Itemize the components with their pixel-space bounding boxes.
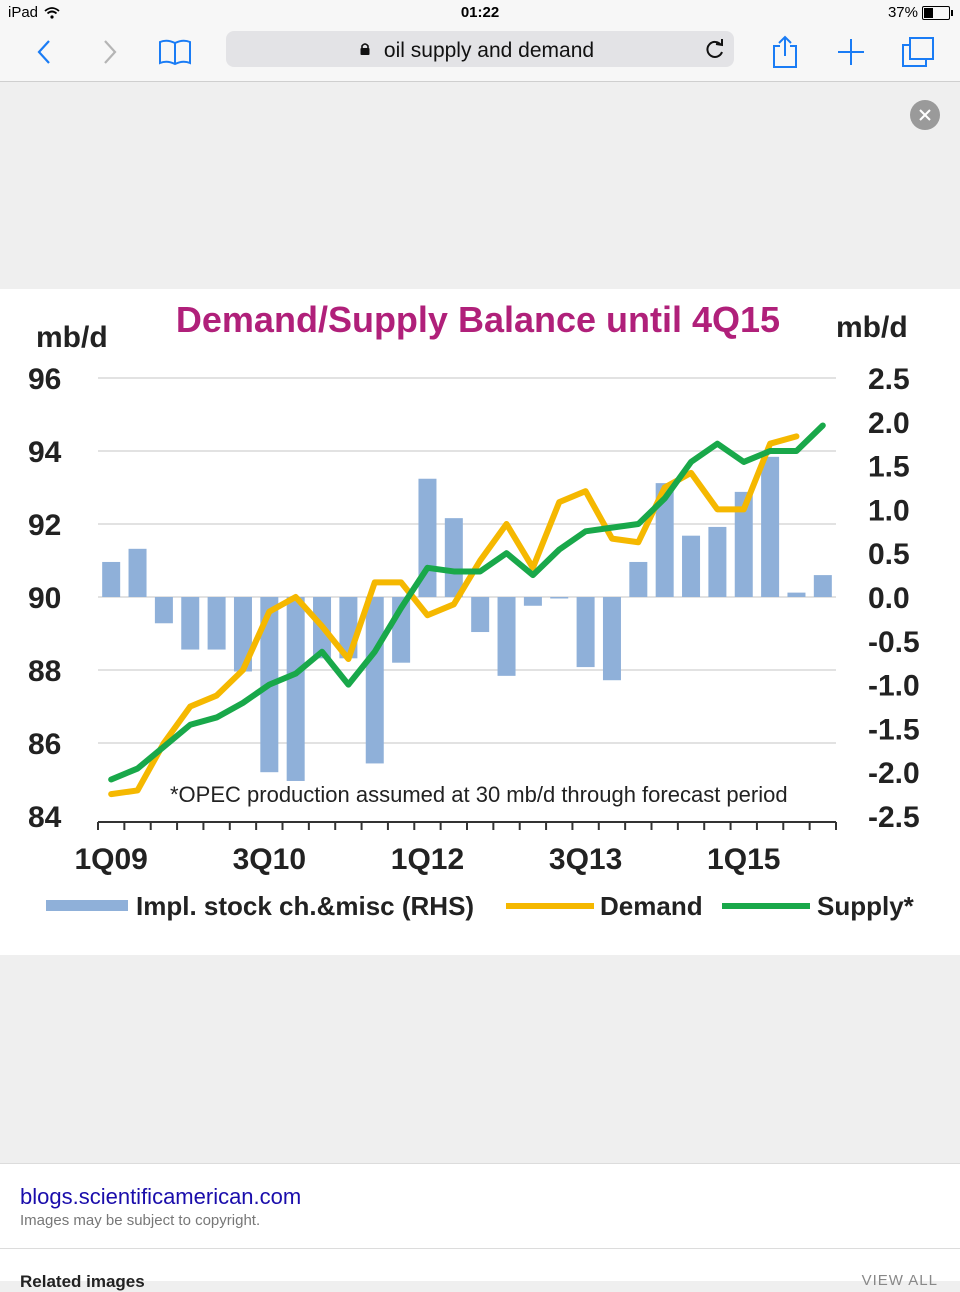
- wifi-icon: [44, 6, 60, 19]
- plus-icon: [838, 39, 864, 65]
- x-tick-label: 3Q13: [549, 843, 622, 876]
- device-label: iPad: [8, 4, 39, 21]
- bar: [523, 597, 542, 606]
- y2-tick-label: 1.0: [868, 494, 910, 527]
- chevron-left-icon: [37, 40, 50, 64]
- bar: [708, 526, 727, 597]
- bar: [602, 597, 621, 681]
- close-button[interactable]: [910, 100, 940, 130]
- y-tick-label: 96: [28, 363, 61, 396]
- y2-tick-label: 0.0: [868, 582, 910, 615]
- copyright-note: Images may be subject to copyright.: [20, 1212, 261, 1229]
- share-button[interactable]: [765, 34, 805, 70]
- y2-tick-label: -2.0: [868, 757, 920, 790]
- url-text: oil supply and demand: [383, 39, 595, 62]
- chart: Demand/Supply Balance until 4Q15 mb/d mb…: [28, 299, 920, 921]
- y-tick-label: 90: [28, 582, 61, 615]
- y-tick-label: 92: [28, 509, 61, 542]
- bar: [471, 597, 490, 633]
- legend-swatch: [46, 900, 128, 911]
- reload-icon[interactable]: [704, 37, 726, 61]
- clock: 01:22: [460, 4, 500, 21]
- y2-tick-label: -1.5: [868, 713, 920, 746]
- x-tick-label: 1Q15: [707, 843, 780, 876]
- bar: [682, 535, 701, 597]
- new-tab-button[interactable]: [831, 34, 871, 70]
- tabs-button[interactable]: [898, 34, 938, 70]
- y-tick-label: 88: [28, 655, 61, 688]
- y-tick-label: 84: [28, 801, 62, 834]
- image-source-panel: blogs.scientificamerican.com Images may …: [0, 1163, 960, 1291]
- y2-tick-label: 1.5: [868, 451, 910, 484]
- battery-icon: [922, 5, 953, 20]
- bar: [128, 548, 147, 597]
- bar: [181, 597, 200, 650]
- lock-icon: [360, 43, 370, 55]
- bar: [444, 518, 463, 597]
- y2-tick-label: -1.0: [868, 670, 920, 703]
- y2-tick-label: 2.0: [868, 407, 910, 440]
- forward-button[interactable]: [90, 34, 130, 70]
- x-tick-label: 1Q09: [74, 843, 147, 876]
- bar: [629, 561, 648, 597]
- bar: [655, 483, 674, 597]
- bar: [102, 561, 121, 597]
- view-all-link[interactable]: VIEW ALL: [861, 1272, 938, 1289]
- bar: [734, 491, 753, 597]
- source-link[interactable]: blogs.scientificamerican.com: [20, 1184, 302, 1209]
- legend-label: Demand: [600, 891, 703, 921]
- bar: [813, 575, 832, 597]
- chart-note: *OPEC production assumed at 30 mb/d thro…: [170, 782, 788, 807]
- bar: [497, 597, 516, 676]
- y-axis-label: mb/d: [36, 321, 108, 354]
- bar: [365, 597, 384, 764]
- chart-title: Demand/Supply Balance until 4Q15: [176, 299, 780, 340]
- divider: [0, 1248, 960, 1249]
- y-tick-label: 94: [28, 436, 62, 469]
- legend-label: Impl. stock ch.&misc (RHS): [136, 891, 474, 921]
- y2-axis-label: mb/d: [836, 311, 908, 344]
- bookmarks-button[interactable]: [155, 34, 195, 70]
- share-icon: [773, 35, 797, 68]
- x-tick-label: 1Q12: [391, 843, 464, 876]
- back-button[interactable]: [24, 34, 64, 70]
- y-tick-label: 86: [28, 728, 61, 761]
- y2-tick-label: 2.5: [868, 363, 910, 396]
- bar: [761, 456, 780, 597]
- browser-toolbar: oil supply and demand: [0, 26, 960, 82]
- bar: [576, 597, 595, 668]
- book-icon: [159, 39, 191, 66]
- bar: [154, 597, 173, 624]
- bar: [286, 597, 305, 781]
- bar: [207, 597, 226, 650]
- y2-tick-label: -2.5: [868, 801, 920, 834]
- y2-tick-label: 0.5: [868, 538, 910, 571]
- related-images-heading: Related images: [20, 1272, 145, 1291]
- address-bar[interactable]: oil supply and demand: [226, 31, 734, 67]
- y2-tick-label: -0.5: [868, 626, 920, 659]
- close-icon: [919, 109, 931, 121]
- bar: [787, 592, 806, 597]
- battery-percent: 37%: [887, 4, 918, 21]
- legend-label: Supply*: [817, 891, 915, 921]
- status-bar: iPad 01:22 37%: [0, 0, 960, 26]
- series-line-supply: [108, 422, 826, 783]
- tabs-icon: [902, 37, 934, 67]
- chart-image[interactable]: Demand/Supply Balance until 4Q15 mb/d mb…: [0, 289, 960, 955]
- chevron-right-icon: [104, 40, 117, 64]
- x-tick-label: 3Q10: [233, 843, 306, 876]
- bar: [550, 597, 569, 599]
